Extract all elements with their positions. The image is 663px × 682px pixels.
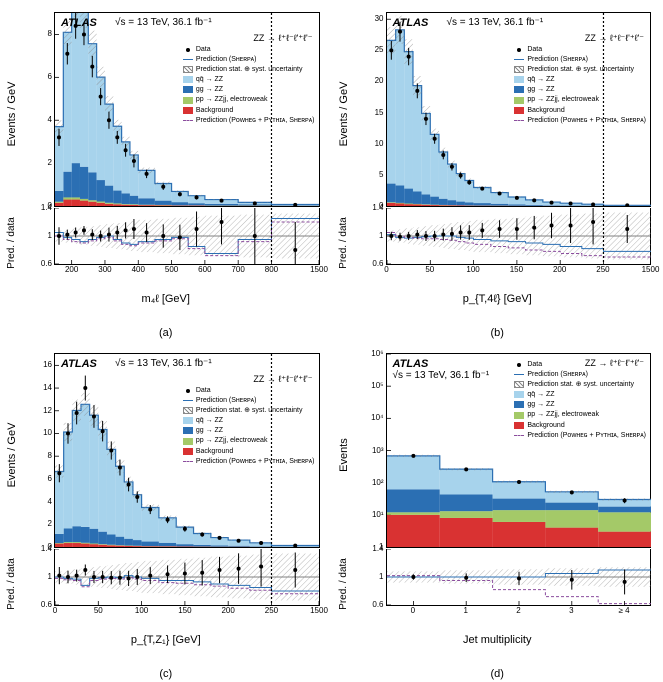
panel-b: Events / GeV Pred. / data p_{T,4ℓ} [GeV] AT… [332,0,663,341]
ratio-plot: 0.611.40123≥ 4 [386,549,652,606]
ylabel-ratio: Pred. / data [6,559,17,611]
atlas-label: ATLAS [61,358,97,370]
legend: DataPrediction (Sʜᴇʀᴘᴀ)Prediction stat. … [183,45,315,126]
fig-d: Events Pred. / data Jet multiplicity ATLAS√… [336,345,660,660]
ylabel: Events / GeV [6,82,18,147]
panel-d-label: (d) [491,668,504,680]
atlas-label: ATLAS [393,17,429,29]
atlas-label: ATLAS [61,17,97,29]
panel-a: Events / GeV Pred. / data m₄ℓ [GeV] ATLAS √s… [0,0,332,341]
sqrt-label: √s = 13 TeV, 36.1 fb⁻¹ [115,358,212,369]
fig-a: Events / GeV Pred. / data m₄ℓ [GeV] ATLAS √s… [4,4,328,319]
ylabel-ratio: Pred. / data [338,218,349,270]
ylabel: Events / GeV [338,82,350,147]
ylabel: Events / GeV [6,423,18,488]
ylabel-ratio: Pred. / data [6,218,17,270]
sqrt-label: √s = 13 TeV, 36.1 fb⁻¹ [393,370,490,381]
process-label: ZZ → ℓ⁺ℓ⁻ℓ'⁺ℓ'⁻ [585,33,644,44]
main-plot: ATLAS √s = 13 TeV, 36.1 fb⁻¹ ZZ → ℓ⁺ℓ⁻ℓ'⁺ℓ… [54,12,320,207]
main-plot: ATLAS√s = 13 TeV, 36.1 fb⁻¹ZZ → ℓ⁺ℓ⁻ℓ'⁺ℓ… [386,353,652,548]
panel-c: Events / GeV Pred. / data p_{T,Z₁} [GeV] AT… [0,341,332,682]
sqrt-label: √s = 13 TeV, 36.1 fb⁻¹ [115,17,212,28]
atlas-label: ATLAS [393,358,429,370]
ratio-plot: 0.611.42003004005006007008001500 [54,208,320,265]
panel-a-label: (a) [159,327,172,339]
panel-c-label: (c) [159,668,172,680]
fig-b: Events / GeV Pred. / data p_{T,4ℓ} [GeV] AT… [336,4,660,319]
sqrt-label: √s = 13 TeV, 36.1 fb⁻¹ [447,17,544,28]
panel-d: Events Pred. / data Jet multiplicity ATLAS√… [332,341,663,682]
ratio-plot: 0.611.40501001502002501500 [386,208,652,265]
ratio-plot: 0.611.40501001502002501500 [54,549,320,606]
figure-grid: Events / GeVPred. / datam₄ℓ [GeV]ATLAS√s… [0,0,663,682]
legend: DataPrediction (Sʜᴇʀᴘᴀ)Prediction stat. … [514,360,646,441]
main-plot: ATLAS √s = 13 TeV, 36.1 fb⁻¹ ZZ → ℓ⁺ℓ⁻ℓ'⁺ℓ… [386,12,652,207]
xlabel: p_{T,4ℓ} [GeV] [463,293,532,305]
process-label: ZZ → ℓ⁺ℓ⁻ℓ'⁺ℓ'⁻ [253,33,312,44]
process-label: ZZ → ℓ⁺ℓ⁻ℓ'⁺ℓ'⁻ [253,374,312,385]
ylabel-ratio: Pred. / data [338,559,349,611]
xlabel: p_{T,Z₁} [GeV] [131,634,201,646]
panel-b-label: (b) [491,327,504,339]
xlabel: m₄ℓ [GeV] [142,293,190,305]
ylabel: Events [338,438,350,472]
xlabel: Jet multiplicity [463,634,531,646]
legend: DataPrediction (Sʜᴇʀᴘᴀ)Prediction stat. … [514,45,646,126]
legend: DataPrediction (Sʜᴇʀᴘᴀ)Prediction stat. … [183,386,315,467]
fig-c: Events / GeV Pred. / data p_{T,Z₁} [GeV] AT… [4,345,328,660]
main-plot: ATLAS √s = 13 TeV, 36.1 fb⁻¹ ZZ → ℓ⁺ℓ⁻ℓ'⁺ℓ… [54,353,320,548]
